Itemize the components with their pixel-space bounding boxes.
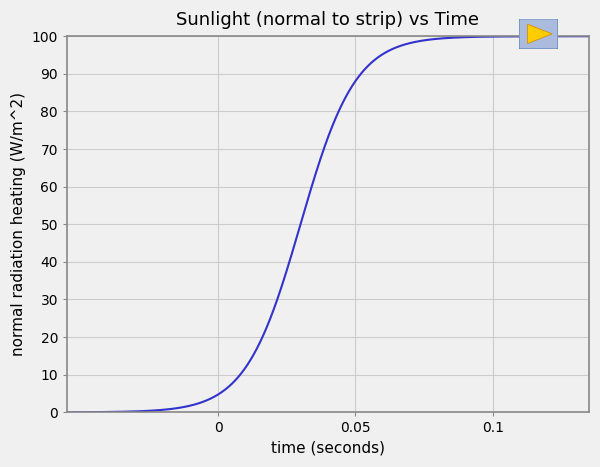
Title: Sunlight (normal to strip) vs Time: Sunlight (normal to strip) vs Time (176, 11, 479, 29)
FancyBboxPatch shape (519, 19, 558, 49)
X-axis label: time (seconds): time (seconds) (271, 441, 385, 456)
Y-axis label: normal radiation heating (W/m^2): normal radiation heating (W/m^2) (11, 92, 26, 356)
Polygon shape (527, 24, 552, 43)
